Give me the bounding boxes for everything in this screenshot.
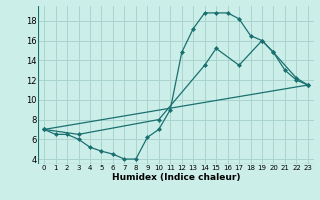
X-axis label: Humidex (Indice chaleur): Humidex (Indice chaleur) xyxy=(112,173,240,182)
